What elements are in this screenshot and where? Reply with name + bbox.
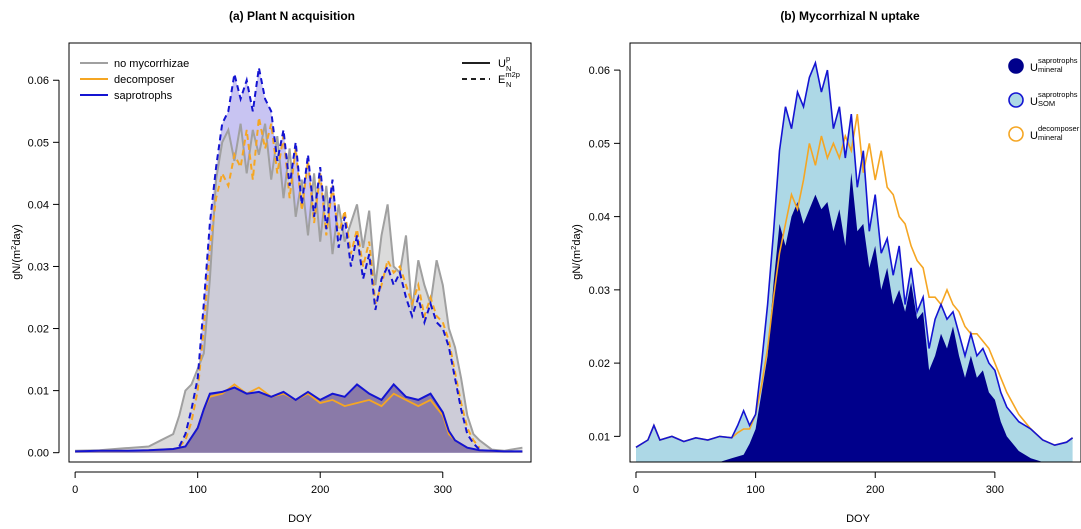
panel-a-axes: 0 100 200 300 0.00 0.01 0.02 0.03 0.04 0.05 0.06 <box>28 75 452 496</box>
panel-a-ytick-label: 0.03 <box>28 261 49 273</box>
panel-a-xlabel: DOY <box>288 513 313 525</box>
legend-linetype-label: Up N <box>498 54 511 73</box>
panel-a-ytick-label: 0.06 <box>28 75 49 87</box>
legend-marker <box>1008 126 1024 142</box>
line-saprotrophs-solid <box>75 382 523 453</box>
panel-a-ytick-label: 0.04 <box>28 199 49 211</box>
panel-a-xtick-label: 0 <box>72 484 78 496</box>
panel-a-ylabel: gN/(m2day) <box>9 224 23 280</box>
panel-a-xtick-label: 100 <box>188 484 206 496</box>
panel-b-xtick-label: 300 <box>986 484 1004 496</box>
line-saprotrophs-som <box>635 60 1074 448</box>
panel-a-xtick-label: 200 <box>311 484 329 496</box>
panel-a-xtick-label: 300 <box>434 484 452 496</box>
panel-b-xtick-label: 200 <box>866 484 884 496</box>
area-no-mycorrhizae <box>75 123 523 453</box>
panel-b-axes: 0 100 200 300 0.01 0.02 0.03 0.04 0.05 0.06 <box>589 65 1004 496</box>
panel-b-ytick-label: 0.05 <box>589 138 610 150</box>
panel-a-ytick-label: 0.05 <box>28 137 49 149</box>
panel-b-ytick-label: 0.06 <box>589 65 610 77</box>
legend-label: Udecomposer mineral <box>1030 124 1080 142</box>
legend-label: Usaprotrophs mineral <box>1030 56 1078 74</box>
area-saprotrophs-mineral <box>719 172 1043 462</box>
panel-b-xtick-label: 100 <box>746 484 764 496</box>
panel-b-ytick-label: 0.03 <box>589 285 610 297</box>
panel-b-xtick-label: 0 <box>633 484 639 496</box>
panel-a-frame <box>68 42 532 463</box>
panel-a-title: (a) Plant N acquisition <box>229 9 355 23</box>
panel-b-frame <box>629 42 1081 463</box>
line-decomposer-mineral <box>635 113 1074 448</box>
legend-label: Usaprotrophs SOM <box>1030 90 1078 108</box>
panel-b-ytick-label: 0.02 <box>589 358 610 370</box>
legend-marker <box>1008 58 1024 74</box>
legend-label: decomposer <box>114 74 175 86</box>
legend-label: saprotrophs <box>114 90 173 102</box>
panel-a-ytick-label: 0.00 <box>28 448 49 460</box>
panel-a: (a) Plant N acquisition 0 100 200 300 0.00 0.… <box>9 9 532 525</box>
legend-marker <box>1008 92 1024 108</box>
panel-b-plot-area <box>635 60 1074 462</box>
panel-b-ylabel: gN/(m2day) <box>569 224 583 280</box>
legend-label: no mycorrhizae <box>114 58 189 70</box>
panel-b-xlabel: DOY <box>846 513 871 525</box>
panel-a-legend: no mycorrhizae decomposer saprotrophs <box>80 58 189 102</box>
panel-b-title: (b) Mycorrhizal N uptake <box>780 9 920 23</box>
legend-linetype-label: Em2p N <box>498 70 520 89</box>
panel-b-ytick-label: 0.01 <box>589 431 610 443</box>
panel-a-plot-area <box>75 67 523 453</box>
panel-b-legend: Usaprotrophs mineral Usaprotrophs SOM Udecom… <box>1008 56 1080 142</box>
panel-b-ytick-label: 0.04 <box>589 212 610 224</box>
panel-a-ytick-label: 0.02 <box>28 324 49 336</box>
panel-a-ytick-label: 0.01 <box>28 386 49 398</box>
panel-b: (b) Mycorrhizal N uptake 0 100 200 3000.010… <box>569 9 1081 525</box>
